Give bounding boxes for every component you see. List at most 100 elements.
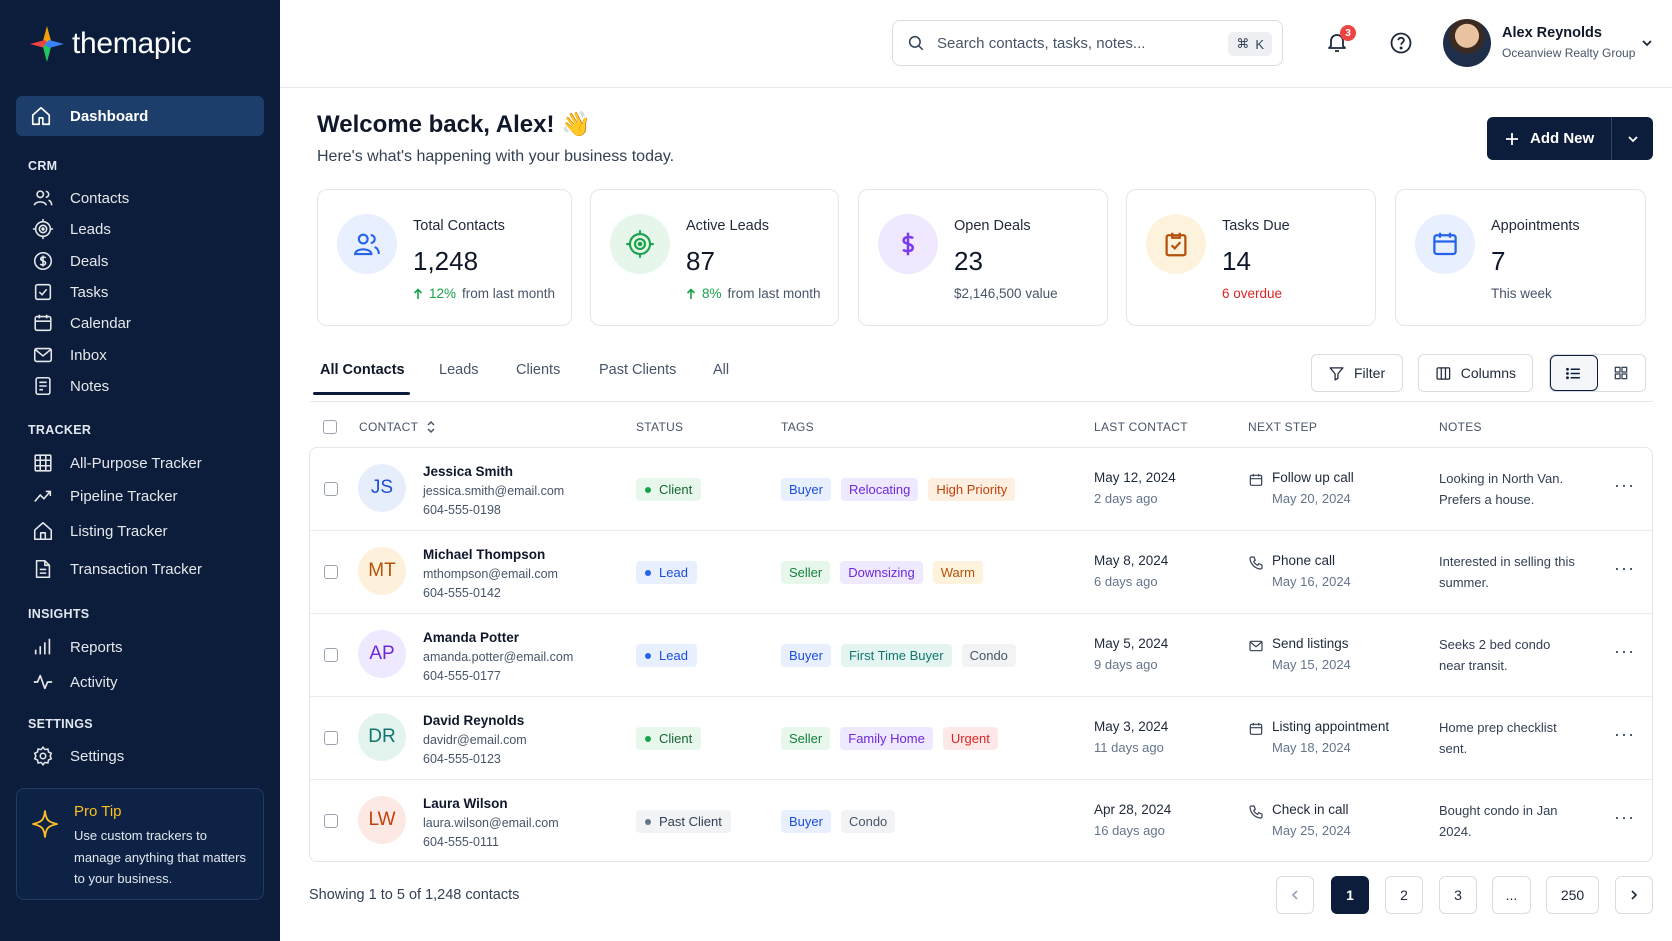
table-row[interactable]: MT Michael Thompson mthompson@email.com … xyxy=(310,531,1652,614)
status-badge: Client xyxy=(636,727,702,750)
stat-card-appointments[interactable]: Appointments 7 This week xyxy=(1395,189,1646,326)
shortcut-key: K xyxy=(1255,36,1264,52)
stat-card-total-contacts[interactable]: Total Contacts 1,248 12% from last month xyxy=(317,189,572,326)
stat-trend: 12% from last month xyxy=(413,286,555,301)
add-new-button[interactable]: Add New xyxy=(1487,117,1653,160)
tag: Seller xyxy=(781,727,831,750)
sidebar-item-dashboard[interactable]: Dashboard xyxy=(16,96,264,136)
calendar-icon xyxy=(1415,214,1475,274)
add-new-main[interactable]: Add New xyxy=(1487,130,1611,147)
avatar: JS xyxy=(358,464,406,512)
more-actions-icon[interactable]: ··· xyxy=(1614,558,1635,578)
contact-phone[interactable]: 604-555-0111 xyxy=(423,835,499,849)
contact-phone[interactable]: 604-555-0198 xyxy=(423,503,501,517)
sidebar-item-label: Pipeline Tracker xyxy=(70,487,178,505)
contact-name[interactable]: Laura Wilson xyxy=(423,796,508,811)
sidebar-item-label: Activity xyxy=(70,673,118,691)
add-new-dropdown[interactable] xyxy=(1612,132,1653,146)
row-checkbox[interactable] xyxy=(324,565,338,579)
prev-page-button[interactable] xyxy=(1276,876,1314,914)
sidebar-item-leads[interactable]: Leads xyxy=(32,218,111,240)
row-checkbox[interactable] xyxy=(324,482,338,496)
tag: Warm xyxy=(932,561,983,584)
sidebar-item-deals[interactable]: Deals xyxy=(32,250,108,272)
contact-email[interactable]: laura.wilson@email.com xyxy=(423,816,559,830)
chevron-down-icon[interactable] xyxy=(1640,36,1654,50)
checkbox[interactable] xyxy=(323,420,337,434)
grid-view-button[interactable] xyxy=(1598,355,1645,391)
row-checkbox[interactable] xyxy=(324,814,338,828)
contact-phone[interactable]: 604-555-0177 xyxy=(423,669,501,683)
tab-leads[interactable]: Leads xyxy=(439,362,479,378)
help-icon[interactable] xyxy=(1389,31,1413,55)
tab-clients[interactable]: Clients xyxy=(516,362,561,378)
contact-email[interactable]: jessica.smith@email.com xyxy=(423,484,565,498)
contact-name[interactable]: Jessica Smith xyxy=(423,464,514,479)
tabs-divider xyxy=(310,401,1653,402)
view-toggle xyxy=(1549,354,1646,392)
contact-email[interactable]: amanda.potter@email.com xyxy=(423,650,574,664)
sidebar-item-pipeline-tracker[interactable]: Pipeline Tracker xyxy=(32,485,178,507)
table-row[interactable]: LW Laura Wilson laura.wilson@email.com 6… xyxy=(310,780,1652,863)
select-all-checkbox[interactable] xyxy=(323,420,337,434)
contact-name[interactable]: Michael Thompson xyxy=(423,547,546,562)
columns-button[interactable]: Columns xyxy=(1418,354,1533,392)
chevron-right-icon xyxy=(1631,890,1638,900)
more-actions-icon[interactable]: ··· xyxy=(1614,475,1635,495)
stat-card-active-leads[interactable]: Active Leads 87 8% from last month xyxy=(590,189,839,326)
contact-phone[interactable]: 604-555-0123 xyxy=(423,752,501,766)
filter-icon xyxy=(1329,366,1344,381)
tab-past-clients[interactable]: Past Clients xyxy=(599,362,677,378)
notification-badge: 3 xyxy=(1340,25,1356,41)
table-row[interactable]: AP Amanda Potter amanda.potter@email.com… xyxy=(310,614,1652,697)
table-row[interactable]: DR David Reynolds davidr@email.com 604-5… xyxy=(310,697,1652,780)
stat-card-tasks-due[interactable]: Tasks Due 14 6 overdue xyxy=(1126,189,1376,326)
search-input[interactable]: Search contacts, tasks, notes... ⌘ K xyxy=(892,20,1283,66)
page-button-1[interactable]: 1 xyxy=(1331,876,1369,914)
contact-email[interactable]: davidr@email.com xyxy=(423,733,527,747)
sidebar-item-label: Tasks xyxy=(70,283,109,301)
sidebar-item-inbox[interactable]: Inbox xyxy=(32,344,107,366)
page-button-2[interactable]: 2 xyxy=(1385,876,1423,914)
sidebar-item-settings[interactable]: Settings xyxy=(32,745,124,767)
more-actions-icon[interactable]: ··· xyxy=(1614,641,1635,661)
more-actions-icon[interactable]: ··· xyxy=(1614,724,1635,744)
contact-phone[interactable]: 604-555-0142 xyxy=(423,586,501,600)
contact-name[interactable]: Amanda Potter xyxy=(423,630,520,645)
sidebar-item-calendar[interactable]: Calendar xyxy=(32,312,131,334)
tab-all-contacts[interactable]: All Contacts xyxy=(320,362,405,378)
user-name[interactable]: Alex Reynolds xyxy=(1502,25,1602,41)
contact-email[interactable]: mthompson@email.com xyxy=(423,567,558,581)
avatar[interactable] xyxy=(1443,19,1491,67)
sidebar-item-contacts[interactable]: Contacts xyxy=(32,187,129,209)
col-header-tags: TAGS xyxy=(781,420,814,434)
stat-card-open-deals[interactable]: Open Deals 23 $2,146,500 value xyxy=(858,189,1108,326)
sidebar-item-reports[interactable]: Reports xyxy=(32,636,123,658)
col-header-contact[interactable]: CONTACT xyxy=(359,420,436,434)
contact-name[interactable]: David Reynolds xyxy=(423,713,525,728)
more-actions-icon[interactable]: ··· xyxy=(1614,807,1635,827)
brand-logo[interactable]: themapic xyxy=(28,24,192,64)
sidebar-item-listing-tracker[interactable]: Listing Tracker xyxy=(32,520,168,542)
sidebar-item-tasks[interactable]: Tasks xyxy=(32,281,108,303)
tab-all[interactable]: All xyxy=(713,362,730,378)
list-view-button[interactable] xyxy=(1550,355,1598,391)
next-page-button[interactable] xyxy=(1615,876,1653,914)
sidebar-item-transaction-tracker[interactable]: Transaction Tracker xyxy=(32,558,202,580)
brand-name: themapic xyxy=(72,27,192,60)
sidebar-item-all-purpose-tracker[interactable]: All-Purpose Tracker xyxy=(32,452,202,474)
row-checkbox[interactable] xyxy=(324,648,338,662)
sidebar-item-activity[interactable]: Activity xyxy=(32,671,118,693)
add-new-label: Add New xyxy=(1530,130,1595,147)
sort-icon[interactable] xyxy=(426,420,436,434)
sidebar-item-notes[interactable]: Notes xyxy=(32,375,109,397)
row-checkbox[interactable] xyxy=(324,731,338,745)
sidebar-item-label: Dashboard xyxy=(70,107,149,125)
page-subtitle: Here's what's happening with your busine… xyxy=(317,148,675,165)
bell-icon[interactable] xyxy=(1325,30,1349,54)
page-button-3[interactable]: 3 xyxy=(1439,876,1477,914)
filter-button[interactable]: Filter xyxy=(1311,354,1403,392)
page-button-250[interactable]: 250 xyxy=(1546,876,1599,914)
table-row[interactable]: JS Jessica Smith jessica.smith@email.com… xyxy=(310,448,1652,531)
next-step-title: Listing appointment xyxy=(1272,719,1390,734)
